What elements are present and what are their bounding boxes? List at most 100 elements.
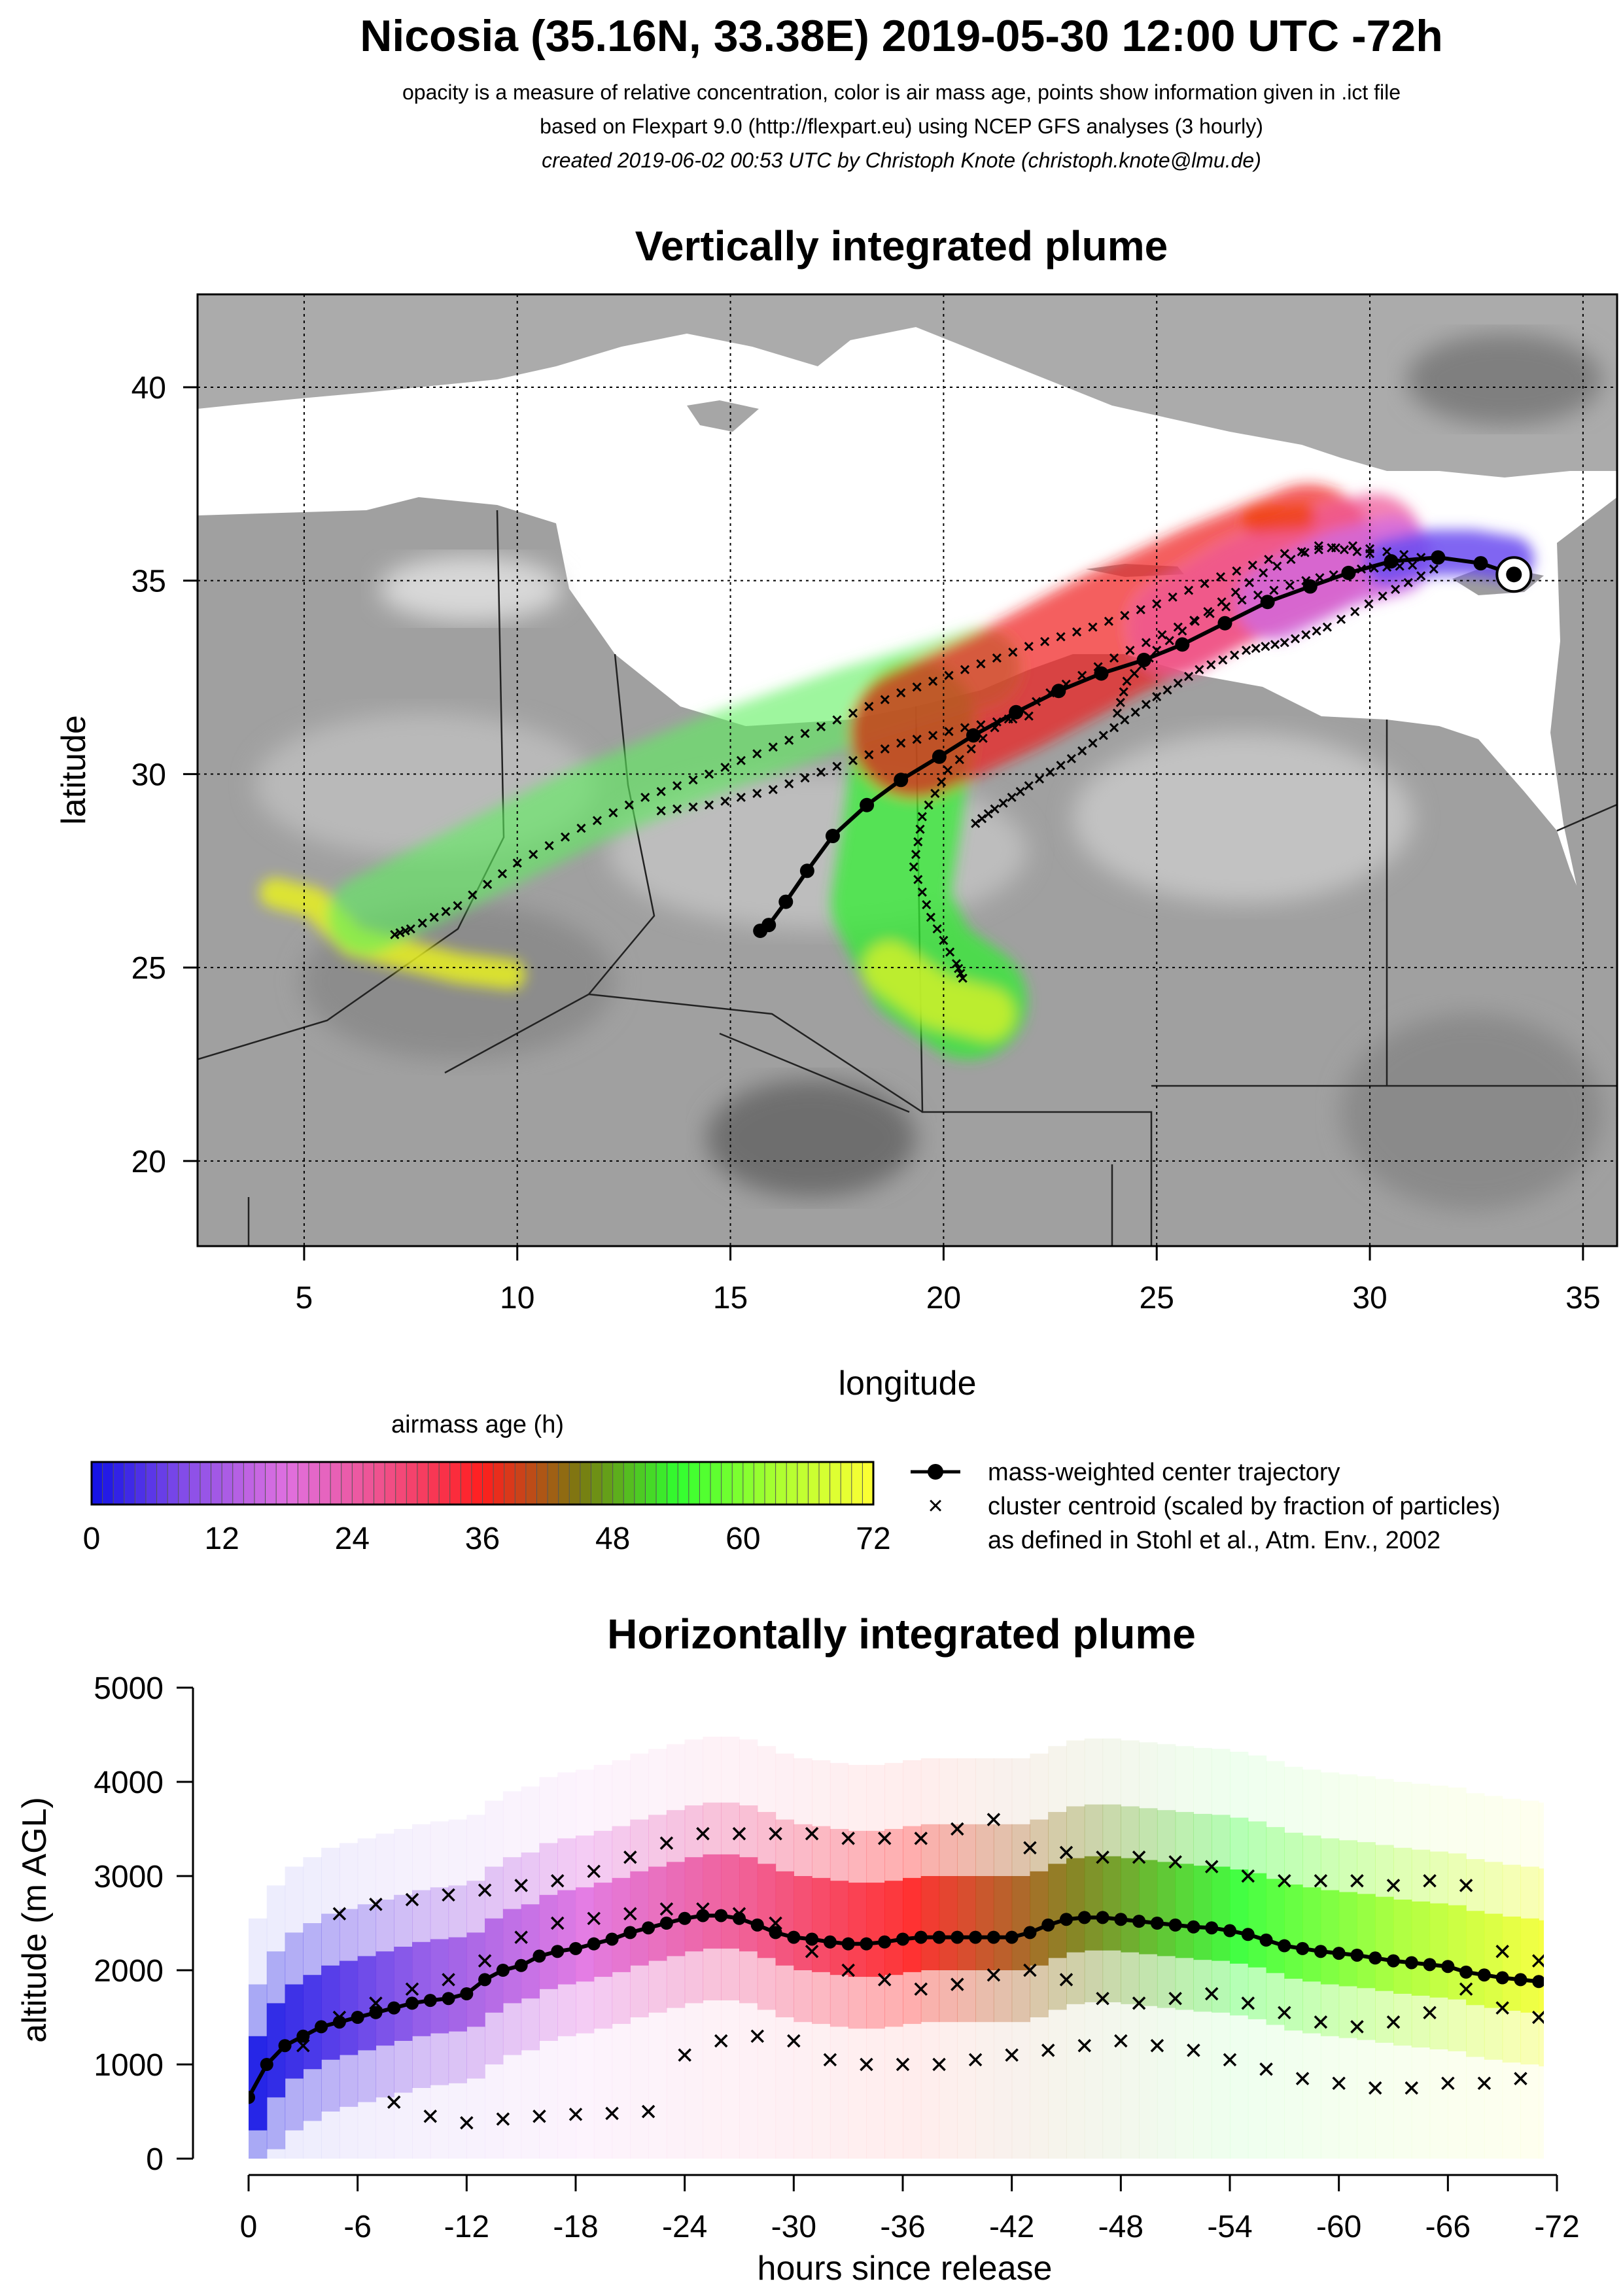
map-cluster-centroid xyxy=(1244,578,1255,587)
map-trajectory-point xyxy=(1136,652,1151,667)
map-cluster-centroid xyxy=(1429,564,1439,574)
altitude-trajectory-point xyxy=(787,1930,801,1944)
map-cluster-centroid xyxy=(971,818,981,828)
map-cluster-centroid xyxy=(816,722,826,732)
colorbar-segment xyxy=(297,1461,309,1505)
altitude-cluster-centroid xyxy=(1423,1873,1437,1888)
altitude-plume-column xyxy=(866,1830,885,2029)
altitude-trajectory-point xyxy=(714,1909,728,1922)
map-cluster-centroid xyxy=(1173,678,1183,688)
map-plot-area xyxy=(198,294,1617,1246)
map-cluster-centroid xyxy=(429,913,439,922)
colorbar-segment xyxy=(742,1461,755,1505)
altitude-trajectory-point xyxy=(860,1937,873,1951)
colorbar-segment xyxy=(417,1461,429,1505)
colorbar-segment xyxy=(525,1461,538,1505)
map-cluster-centroid xyxy=(1352,547,1362,557)
map-cluster-centroid xyxy=(1015,786,1025,797)
map-cluster-centroid xyxy=(915,824,925,834)
altitude-trajectory-point xyxy=(1041,1918,1055,1932)
map-cluster-centroid xyxy=(917,812,927,822)
altitude-plume-column xyxy=(612,1760,631,2159)
colorbar-segment xyxy=(818,1461,831,1505)
altitude-cluster-centroid xyxy=(605,2106,619,2121)
colorbar-segment xyxy=(211,1461,223,1505)
map-trajectory-line xyxy=(759,555,1515,933)
map-cluster-centroid xyxy=(1348,541,1358,551)
altitude-cluster-centroid xyxy=(787,2034,801,2048)
map-cluster-centroid xyxy=(926,913,935,922)
plume-yellow-south xyxy=(864,942,1014,1040)
altitude-trajectory-point xyxy=(1187,1920,1200,1934)
colorbar-segment xyxy=(764,1461,777,1505)
colorbar-segment xyxy=(113,1461,125,1505)
altitude-trajectory-point xyxy=(278,2039,292,2053)
map-cluster-centroid xyxy=(944,727,954,737)
altitude-plume-column xyxy=(593,1765,613,2159)
altitude-trajectory-point xyxy=(532,1949,546,1963)
map-trajectory-point xyxy=(1175,637,1190,652)
map-cluster-centroid xyxy=(1399,549,1409,559)
map-cluster-centroid xyxy=(992,653,1002,663)
colorbar-segment xyxy=(775,1461,788,1505)
altitude-xtick-label: 0 xyxy=(240,2210,258,2244)
map-cluster-centroid xyxy=(1286,555,1296,565)
altitude-plume-column xyxy=(1066,1806,1085,2004)
altitude-plume-column xyxy=(1539,1868,1544,2066)
colorbar-segment xyxy=(384,1461,396,1505)
map-cluster-centroid xyxy=(1077,746,1087,756)
colorbar-segment xyxy=(558,1461,570,1505)
map-cluster-centroid xyxy=(1215,572,1226,582)
map-cluster-centroid xyxy=(560,832,570,842)
altitude-cluster-centroid xyxy=(714,2034,728,2048)
map-cluster-centroid xyxy=(1122,676,1132,686)
altitude-plume-column xyxy=(1302,1835,1321,2034)
altitude-cluster-centroid xyxy=(1459,1879,1473,1892)
altitude-cluster-centroid xyxy=(841,1832,855,1845)
altitude-plume-column xyxy=(920,1876,940,1970)
altitude-plume-column xyxy=(1248,1873,1267,1968)
altitude-plume-column xyxy=(1357,1894,1376,1989)
altitude-cluster-centroid xyxy=(750,2029,765,2044)
altitude-trajectory-point xyxy=(1296,1941,1310,1955)
altitude-cluster-centroid xyxy=(332,1907,347,1921)
altitude-plume-column xyxy=(884,1881,903,1975)
map-cluster-centroid xyxy=(1056,632,1066,642)
altitude-plume-column xyxy=(666,1744,686,2159)
altitude-plume-column xyxy=(903,1877,922,1972)
altitude-plume-column xyxy=(576,1887,595,1982)
map-cluster-centroid xyxy=(1290,634,1300,644)
map-cluster-centroid xyxy=(1261,642,1270,652)
altitude-plume-column xyxy=(1320,1772,1340,2159)
altitude-cluster-centroid xyxy=(460,2116,474,2130)
altitude-cluster-centroid xyxy=(1531,2010,1544,2025)
map-trajectory-point xyxy=(1384,554,1399,569)
altitude-cluster-centroid xyxy=(369,1897,383,1911)
altitude-plume-column xyxy=(1284,1884,1303,1979)
map-ylabel: latitude xyxy=(55,715,93,825)
map-cluster-centroid xyxy=(784,779,794,789)
map-cluster-centroid xyxy=(608,808,618,818)
altitude-plume-column xyxy=(884,1829,903,2027)
sicily-land xyxy=(687,400,759,432)
altitude-plume-column xyxy=(703,1854,722,1949)
altitude-plume-column xyxy=(1539,1920,1544,2015)
altitude-plume-column xyxy=(375,1834,394,2159)
altitude-plume-column xyxy=(539,1777,558,2159)
map-cluster-centroid xyxy=(1088,739,1098,748)
altitude-trajectory-point xyxy=(986,1930,1000,1944)
map-cluster-centroid xyxy=(896,688,906,698)
altitude-plume-column xyxy=(757,1746,777,2159)
altitude-plume-column xyxy=(1302,1887,1321,1982)
altitude-cluster-centroid xyxy=(1096,1991,1109,2006)
altitude-trajectory-point xyxy=(1223,1924,1236,1938)
altitude-xtick-label: -42 xyxy=(989,2210,1034,2244)
altitude-trajectory-point xyxy=(442,1992,455,2006)
altitude-plume-column xyxy=(757,1864,777,1958)
map-cluster-centroid xyxy=(752,788,762,799)
altitude-cluster-centroid xyxy=(1241,1996,1255,2010)
altitude-trajectory-point xyxy=(1168,1918,1182,1932)
map-cluster-centroid xyxy=(512,858,522,868)
map-cluster-centroid xyxy=(864,701,874,711)
map-cluster-centroid xyxy=(958,973,968,983)
